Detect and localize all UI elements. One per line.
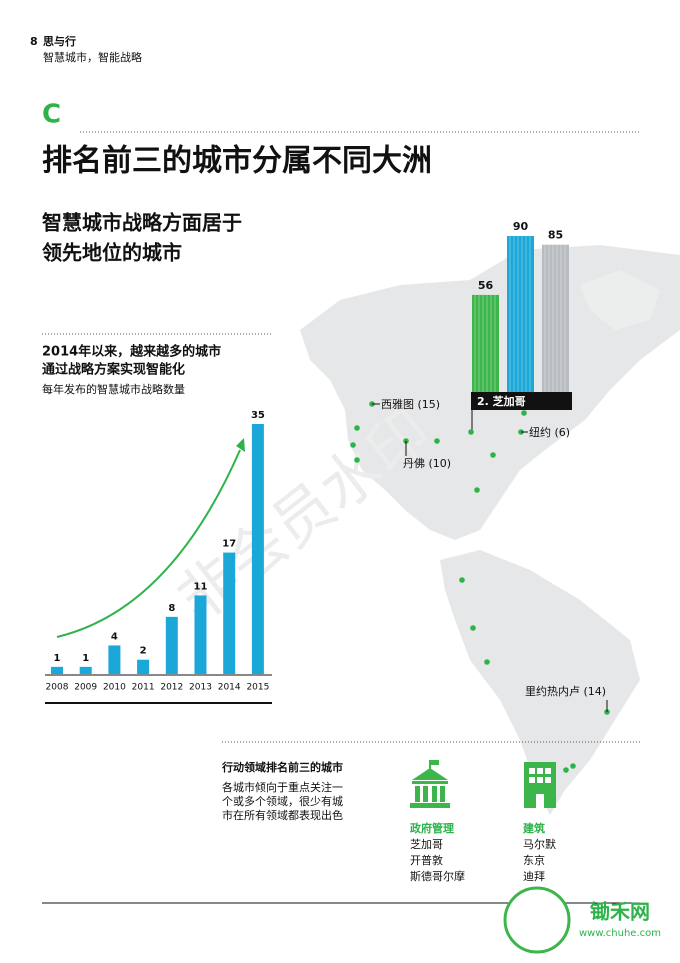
bar [507,236,534,392]
heading: 排名前三的城市分属不同大洲 [42,144,432,179]
bar [194,595,207,674]
x-tick-label: 2014 [218,683,241,693]
value-label: 2 [140,646,147,657]
city-label: 丹佛 (10) [403,457,451,470]
value-label: 17 [222,539,236,550]
bar [223,552,236,674]
value-label: 11 [194,581,208,592]
city-label: 里约热内卢 (14) [525,684,606,698]
domain-name: 建筑 [523,821,545,835]
header-title: 思与行 [43,34,76,48]
city-label: 纽约 (6) [529,425,570,439]
building-icon [524,762,556,808]
bar [79,666,92,674]
page-number: 8 [30,35,38,48]
bar [165,616,178,674]
city-label: 西雅图 (15) [381,397,440,411]
header-subtitle: 智慧城市，智能战略 [43,50,142,64]
trend-arrow [56,449,241,638]
city-dot [563,767,569,773]
arrow-head [236,438,245,452]
bar [542,244,569,392]
bar [51,666,63,674]
value-label: 8 [168,603,175,614]
chart-title: 通过战略方案实现智能化 [42,362,185,378]
domains-description: 个或多个领域，很少有城 [222,794,343,808]
city-dot [484,659,490,665]
x-tick-label: 2011 [132,683,155,693]
city-dot [354,457,360,463]
bar [472,294,499,392]
subheading-line: 智慧城市战略方面居于 [42,211,242,235]
value-label: 90 [513,220,529,233]
value-label: 56 [478,279,494,292]
domain-city: 迪拜 [523,870,545,883]
city-dot [350,442,356,448]
bar [251,424,264,674]
domain-city: 开普敦 [410,853,443,867]
value-label: 1 [82,653,89,664]
city-dot [434,438,440,444]
x-tick-label: 2010 [103,683,126,693]
section-letter: C [42,100,61,130]
domain-city: 东京 [523,853,545,867]
city-dot [570,763,576,769]
city-dot [459,577,465,583]
city-label: 2. 芝加哥 [477,394,526,408]
city-dot [468,429,474,435]
domain-city: 芝加哥 [410,838,443,851]
chart-subtitle: 每年发布的智慧城市战略数量 [42,382,185,396]
bar [137,659,150,674]
x-tick-label: 2013 [189,683,212,693]
city-dot [490,452,496,458]
domains-description: 市在所有领域都表现出色 [222,808,343,822]
subheading-line: 领先地位的城市 [42,241,182,265]
government-icon [410,760,450,808]
domains-description: 各城市倾向于重点关注一 [222,780,343,794]
city-dot [521,410,527,416]
value-label: 35 [251,410,265,421]
value-label: 1 [54,653,61,664]
domain-city: 斯德哥尔摩 [410,869,465,883]
bar [108,645,121,674]
chart-title: 2014年以来，越来越多的城市 [42,344,221,360]
value-label: 85 [548,229,563,242]
domain-name: 政府管理 [410,821,454,835]
x-tick-label: 2015 [246,683,269,693]
city-dot [354,425,360,431]
x-tick-label: 2009 [74,683,97,693]
city-dot [470,625,476,631]
logo-badge [503,886,571,954]
city-dot [474,487,480,493]
domains-title: 行动领域排名前三的城市 [221,760,343,774]
x-tick-label: 2012 [160,683,183,693]
logo-url: www.chuhe.com [579,928,661,939]
value-label: 4 [111,631,118,642]
label-box [471,392,572,410]
domain-city: 马尔默 [523,838,556,851]
logo-name: 锄禾网 [590,900,650,924]
x-tick-label: 2008 [46,683,69,693]
